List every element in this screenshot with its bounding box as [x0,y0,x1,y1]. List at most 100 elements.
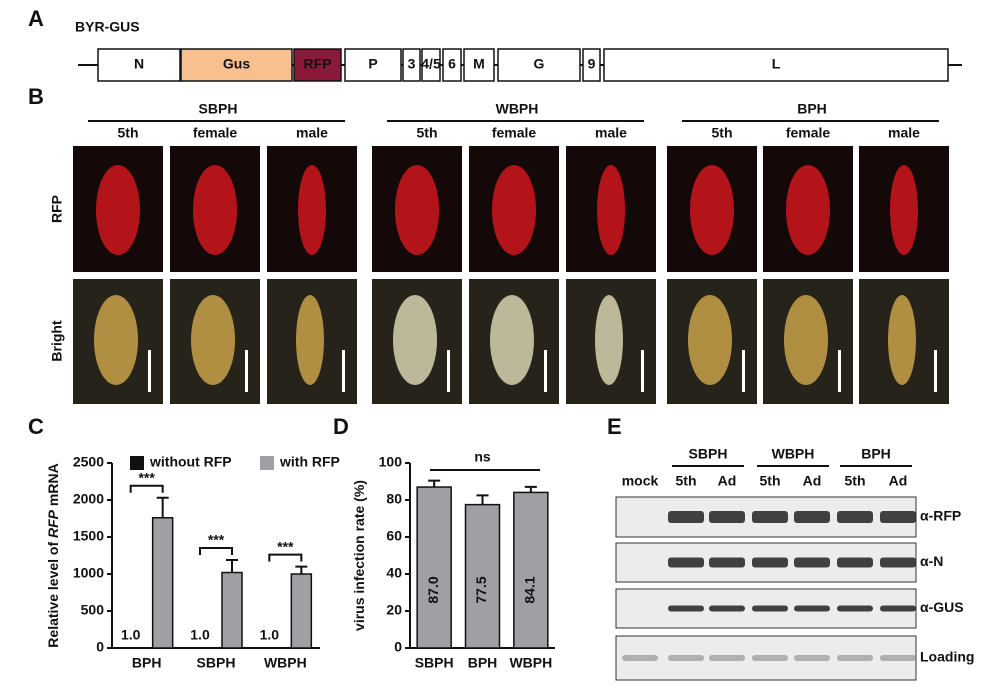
gene-label: RFP [304,56,332,72]
band [668,511,704,523]
lane-label: Ad [803,473,822,489]
legend-swatch [260,456,274,470]
blot-label: α-GUS [920,599,964,615]
insect-bright [191,295,235,385]
insect-rfp [96,165,140,255]
band [837,655,873,661]
value-label: 1.0 [260,627,280,643]
y-tick-label: 100 [379,454,403,470]
significance-label: *** [277,538,294,554]
band [837,511,873,523]
error-bar [226,558,238,573]
stage-label: 5th [712,125,733,141]
scale-bar [342,350,345,392]
insect-rfp [395,165,439,255]
band [837,557,873,568]
group-label: WBPH [772,446,815,462]
gene-box [603,48,949,82]
band [794,557,830,568]
gene-box [582,48,601,82]
y-tick-label: 40 [386,565,402,581]
gene-label: 4/5 [421,56,441,72]
scale-bar [641,350,644,392]
insect-rfp [298,165,326,255]
gene-label: 9 [588,56,596,72]
band [709,655,745,661]
value-label: 1.0 [121,627,141,643]
bar [221,571,243,649]
group-label: WBPH [496,101,539,117]
band [668,655,704,661]
y-label-part: virus infection rate (%) [351,480,367,631]
band [794,511,830,523]
gene-label: G [534,56,545,72]
band [880,557,916,568]
y-label-part: RFP [45,509,61,538]
y-label-part: Relative level of [45,538,61,648]
gene-box [497,48,581,82]
y-tick-label: 80 [386,491,402,507]
bar [416,486,452,649]
lane-label: 5th [760,473,781,489]
group-label: BPH [861,446,891,462]
stage-label: male [296,125,328,141]
y-tick-label: 500 [81,602,105,618]
scale-bar [742,350,745,392]
y-tick-label: 60 [386,528,402,544]
lane-label: Ad [718,473,737,489]
insect-bright [393,295,437,385]
lane-label: mock [622,473,659,489]
gene-label: 3 [408,56,416,72]
gene-label: N [134,56,144,72]
error-bar [524,485,537,493]
insect-bright [296,295,324,385]
band [752,655,788,661]
scale-bar [447,350,450,392]
y-axis-label: virus infection rate (%) [351,480,367,631]
error-bar [428,479,441,488]
group-label: SBPH [199,101,238,117]
construct-title: BYR-GUS [75,19,140,35]
gene-box [463,48,495,82]
legend-swatch [130,456,144,470]
error-bar [476,494,489,505]
bar [151,517,174,649]
band [752,557,788,568]
significance-bracket [129,484,164,493]
row-label: Bright [49,320,65,362]
bar [464,503,501,649]
blot-label: α-RFP [920,508,961,524]
stage-label: female [492,125,537,141]
band [709,605,745,612]
gene-box [421,48,441,82]
panel-label: C [28,414,44,439]
insect-bright [490,295,534,385]
band [668,557,704,568]
stage-label: 5th [417,125,438,141]
gene-label: M [473,56,485,72]
scale-bar [148,350,151,392]
band [709,557,745,568]
y-tick-label: 1000 [73,565,104,581]
band [752,511,788,523]
insect-bright [595,295,623,385]
y-tick-label: 2500 [73,454,104,470]
insect-rfp [597,165,625,255]
gene-box [97,48,181,82]
gene-box [180,48,293,82]
significance-label: *** [138,469,155,485]
band [837,605,873,612]
y-tick-label: 1500 [73,528,104,544]
bar [513,491,549,649]
lane-label: Ad [889,473,908,489]
group-label: SBPH [689,446,728,462]
value-label: 1.0 [190,627,210,643]
gene-box [344,48,402,82]
insect-rfp [890,165,918,255]
x-tick-label: WBPH [264,655,307,671]
y-tick-label: 20 [386,602,402,618]
row-label: RFP [49,195,65,223]
insect-rfp [690,165,734,255]
y-tick-label: 0 [394,639,402,655]
